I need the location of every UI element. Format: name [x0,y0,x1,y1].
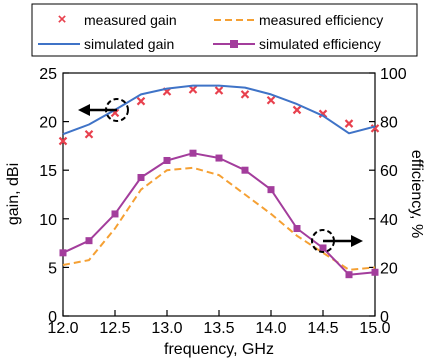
x-tick-label: 15.0 [359,320,390,337]
left-y-tick-label: 15 [39,163,57,180]
left-y-tick-label: 25 [39,66,57,83]
left-y-tick-label: 20 [39,115,57,132]
right-y-tick-label: 100 [380,66,407,83]
left-y-tick-label: 10 [39,212,57,229]
data-point-measured-gain [136,96,146,106]
legend-simulated-gain: simulated gain [38,36,174,52]
x-tick-label: 14.0 [255,320,286,337]
right-y-tick-label: 20 [380,260,398,277]
left-y-axis: 0 5 10 15 20 25 [39,66,69,326]
data-point-simulated-efficiency [241,166,249,174]
legend-marker-measured-gain: × [58,11,67,28]
data-point-simulated-efficiency [137,173,145,181]
x-tick-label: 12.5 [99,320,130,337]
data-point-simulated-efficiency [293,225,301,233]
right-y-tick-label: 80 [380,115,398,132]
legend: × measured gain measured efficiency simu… [31,3,418,57]
x-axis: 12.0 12.5 13.0 13.5 14.0 14.5 15.0 [47,310,391,337]
data-point-simulated-efficiency [345,271,353,279]
data-point-measured-gain [240,90,250,99]
series-simulated-efficiency [59,149,379,279]
left-y-axis-label: gain, dBi [5,163,22,225]
legend-label-simulated-gain: simulated gain [84,36,174,52]
x-tick-label: 14.5 [307,320,338,337]
legend-label-measured-gain: measured gain [84,12,177,28]
x-tick-label: 13.0 [151,320,182,337]
data-point-measured-gain [214,86,224,95]
left-arrow-icon [78,104,90,116]
x-tick-label: 12.0 [47,320,78,337]
data-point-measured-gain [318,109,328,119]
right-y-axis-label: efficiency, % [408,150,425,238]
data-point-simulated-efficiency [85,237,93,245]
data-point-measured-gain [188,85,198,94]
data-point-measured-gain [266,95,276,105]
legend-measured-gain: × measured gain [58,11,177,28]
legend-label-simulated-efficiency: simulated efficiency [259,36,381,52]
legend-simulated-efficiency: simulated efficiency [213,36,381,52]
data-point-simulated-efficiency [163,156,171,164]
data-point-simulated-efficiency [371,268,379,276]
right-y-tick-label: 60 [380,163,398,180]
data-point-simulated-efficiency [189,149,197,157]
data-point-measured-gain [292,105,302,115]
legend-box [31,3,418,57]
legend-measured-efficiency: measured efficiency [214,12,383,28]
legend-marker-simulated-efficiency [230,40,238,48]
x-axis-label: frequency, GHz [164,341,274,358]
data-point-measured-gain [344,119,354,128]
efficiency-axis-indicator [311,229,363,253]
series-measured-efficiency [62,166,376,271]
series-layer [58,84,380,279]
data-point-simulated-efficiency [59,249,67,257]
right-y-axis: 0 20 40 60 80 100 [369,66,407,326]
data-point-simulated-efficiency [319,244,327,252]
left-y-tick-label: 5 [48,260,57,277]
right-y-tick-label: 40 [380,212,398,229]
data-point-simulated-efficiency [111,210,119,218]
left-y-tick-label: 0 [48,309,57,326]
series-measured-gain [58,85,380,146]
data-point-simulated-efficiency [267,186,275,194]
data-point-measured-gain [370,124,380,133]
x-tick-label: 13.5 [203,320,234,337]
gain-axis-indicator [78,98,129,122]
data-point-measured-gain [58,136,68,146]
data-point-simulated-efficiency [215,154,223,162]
data-point-measured-gain [84,129,94,139]
legend-label-measured-efficiency: measured efficiency [259,12,383,28]
right-arrow-icon [351,235,363,247]
right-y-tick-label: 0 [380,309,389,326]
series-line-measured-efficiency [62,166,376,271]
